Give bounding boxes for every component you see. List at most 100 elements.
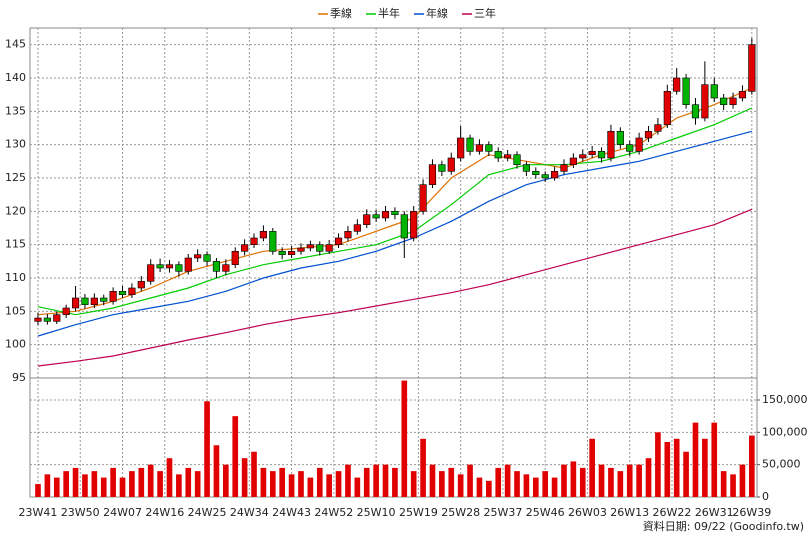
candle-body	[532, 171, 540, 175]
x-tick-label: 25W37	[483, 506, 522, 519]
candle-body	[34, 317, 42, 322]
y-tick-label: 115	[5, 238, 26, 251]
candle-body	[663, 91, 671, 125]
legend-label: 年線	[426, 6, 448, 20]
volume-bar	[35, 484, 41, 497]
candle-body	[701, 84, 709, 119]
candle-body	[156, 264, 164, 269]
candle-body	[428, 164, 437, 185]
candle-body	[222, 264, 230, 272]
x-tick-label: 25W19	[399, 506, 438, 519]
volume-bar	[532, 477, 539, 497]
x-tick-label: 24W25	[188, 506, 227, 519]
legend-label: 季線	[330, 6, 352, 20]
volume-bar	[269, 471, 276, 497]
x-tick-label: 25W28	[441, 506, 480, 519]
volume-bar	[636, 464, 642, 497]
x-tick-label: 26W39	[732, 506, 771, 519]
x-tick-label: 25W10	[357, 506, 396, 519]
volume-bar	[166, 458, 173, 497]
y-tick-label: 105	[5, 304, 26, 317]
candle-body	[654, 124, 662, 132]
volume-bar	[448, 467, 455, 497]
volume-bar	[702, 438, 708, 497]
y-tick-label: 100	[5, 338, 26, 351]
candle-body	[43, 317, 51, 322]
x-tick-label: 24W07	[103, 506, 142, 519]
candle-body	[353, 224, 361, 232]
candle-body	[588, 151, 596, 155]
candle-body	[391, 211, 399, 215]
volume-bar	[129, 471, 135, 497]
x-tick-label: 24W43	[272, 506, 311, 519]
candle-body	[109, 291, 117, 302]
candle-body	[644, 131, 653, 139]
candle-body	[334, 237, 343, 245]
volume-bar	[288, 474, 295, 497]
candle-body	[100, 297, 108, 302]
candle-body	[137, 281, 145, 289]
volume-bar	[579, 467, 586, 497]
candle-body	[81, 297, 89, 305]
volume-bar	[185, 467, 192, 497]
candle-body	[118, 291, 127, 295]
volume-bar	[138, 467, 145, 497]
volume-bar	[363, 467, 370, 497]
candle-body	[504, 154, 512, 159]
volume-bar	[251, 451, 257, 497]
volume-bar	[739, 464, 746, 497]
candle-body	[466, 137, 474, 152]
x-tick-label: 24W16	[145, 506, 184, 519]
candle-body	[90, 297, 98, 305]
volume-bar	[241, 458, 248, 497]
volume-bar	[551, 477, 558, 497]
candle-body	[419, 184, 427, 212]
candle-body	[269, 231, 277, 252]
volume-bar	[523, 474, 530, 497]
y2-tick-label: 50,000	[762, 458, 801, 471]
volume-bar	[63, 471, 69, 497]
candle-body	[184, 257, 192, 272]
candle-body	[278, 251, 286, 255]
volume-bar	[486, 480, 492, 497]
candle-body	[447, 157, 455, 172]
volume-bar	[439, 471, 445, 497]
candle-body	[147, 264, 155, 282]
volume-bar	[82, 474, 88, 497]
volume-bar	[476, 477, 483, 497]
volume-bar	[598, 464, 605, 497]
candle-body	[175, 264, 183, 272]
ma-line	[37, 130, 752, 337]
candle-body	[560, 164, 568, 172]
volume-bar	[608, 467, 614, 497]
x-tick-label: 23W50	[61, 506, 100, 519]
volume-bar	[53, 477, 60, 497]
candle-body	[203, 254, 211, 262]
candle-body	[128, 287, 136, 295]
volume-bar	[335, 471, 342, 497]
volume-bar	[279, 467, 286, 497]
volume-bar	[673, 438, 680, 497]
candle-body	[372, 214, 380, 219]
candle-body	[522, 164, 530, 172]
y-tick-label: 135	[5, 104, 26, 117]
candle-body	[231, 251, 239, 265]
volume-bar	[720, 471, 727, 497]
volume-bar	[617, 471, 624, 497]
volume-bar	[410, 471, 417, 497]
candle-body	[682, 77, 690, 105]
candle-body	[381, 211, 390, 219]
candle-body	[475, 144, 484, 152]
x-tick-label: 26W03	[568, 506, 607, 519]
volume-bar	[730, 474, 736, 497]
volume-bar	[213, 445, 220, 497]
volume-bar	[382, 464, 389, 497]
candle-body	[259, 231, 267, 239]
volume-bar	[420, 438, 426, 497]
x-tick-label: 26W31	[695, 506, 734, 519]
x-tick-label: 25W46	[526, 506, 565, 519]
candle-body	[485, 144, 493, 152]
volume-bar	[401, 380, 408, 497]
candle-body	[710, 84, 718, 99]
